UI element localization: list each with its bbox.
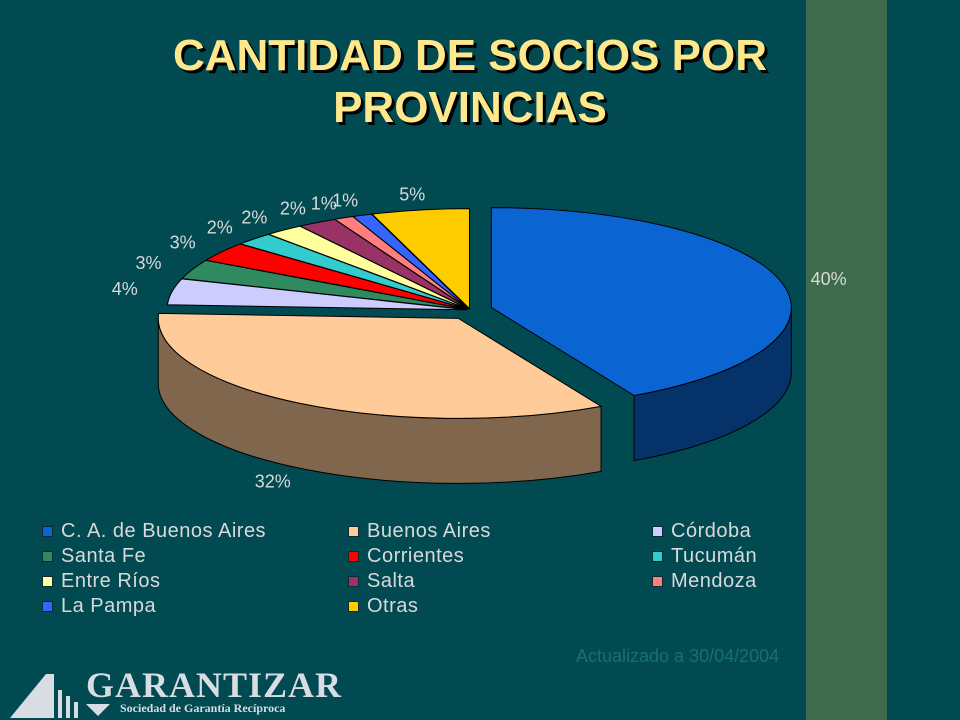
legend-label: Entre Ríos <box>61 569 161 592</box>
data-label: 2% <box>280 199 306 219</box>
legend-swatch <box>348 575 359 587</box>
data-label: 1% <box>311 193 337 213</box>
legend-swatch <box>348 550 359 562</box>
garantizar-logo-icon <box>10 674 110 718</box>
legend-item: Mendoza <box>652 569 757 593</box>
legend-label: Tucumán <box>671 544 758 567</box>
logo-tagline: Sociedad de Garantía Recíproca <box>120 701 286 715</box>
data-label: 32% <box>255 472 291 492</box>
legend-item: Tucumán <box>652 544 757 568</box>
legend-swatch <box>652 575 663 587</box>
legend-swatch <box>42 550 53 562</box>
logo-name: GARANTIZAR <box>86 665 343 705</box>
data-label: 3% <box>170 233 196 253</box>
legend-item: Córdoba <box>652 519 751 543</box>
legend-item: Corrientes <box>348 544 464 568</box>
slide-title: CANTIDAD DE SOCIOS POR PROVINCIAS <box>20 30 920 134</box>
legend-label: Santa Fe <box>61 544 147 567</box>
legend-label: Mendoza <box>671 569 757 592</box>
legend-item: Salta <box>348 569 415 593</box>
decorative-stripe <box>806 0 887 720</box>
legend-label: La Pampa <box>61 594 157 617</box>
data-label: 40% <box>811 269 847 289</box>
legend-item: Buenos Aires <box>348 519 491 543</box>
data-label: 5% <box>399 184 425 204</box>
legend-item: C. A. de Buenos Aires <box>42 519 266 543</box>
legend-swatch <box>652 550 663 562</box>
legend-swatch <box>42 525 53 537</box>
legend-label: C. A. de Buenos Aires <box>61 519 267 542</box>
pie-slice <box>490 207 792 397</box>
data-label: 1% <box>332 190 358 210</box>
legend-item: Otras <box>348 594 418 618</box>
legend-label: Corrientes <box>367 544 465 567</box>
updated-note: Actualizado a 30/04/2004 <box>576 646 780 666</box>
legend-item: Entre Ríos <box>42 569 160 593</box>
legend-swatch <box>42 575 53 587</box>
legend-swatch <box>42 600 53 612</box>
pie-slice <box>157 312 603 419</box>
legend-item: Santa Fe <box>42 544 146 568</box>
legend-label: Buenos Aires <box>367 519 491 542</box>
legend-item: La Pampa <box>42 594 156 618</box>
legend-swatch <box>652 525 663 537</box>
legend-swatch <box>348 525 359 537</box>
data-label: 4% <box>112 279 138 299</box>
title-line-2: PROVINCIAS <box>333 83 607 132</box>
data-label: 2% <box>207 218 233 238</box>
legend-label: Otras <box>367 594 419 617</box>
legend-swatch <box>348 600 359 612</box>
legend-label: Salta <box>367 569 416 592</box>
data-label: 3% <box>136 253 162 273</box>
data-label: 2% <box>241 207 267 227</box>
title-line-1: CANTIDAD DE SOCIOS POR <box>172 31 768 80</box>
legend-label: Córdoba <box>671 519 752 542</box>
pie-slice <box>370 208 471 310</box>
